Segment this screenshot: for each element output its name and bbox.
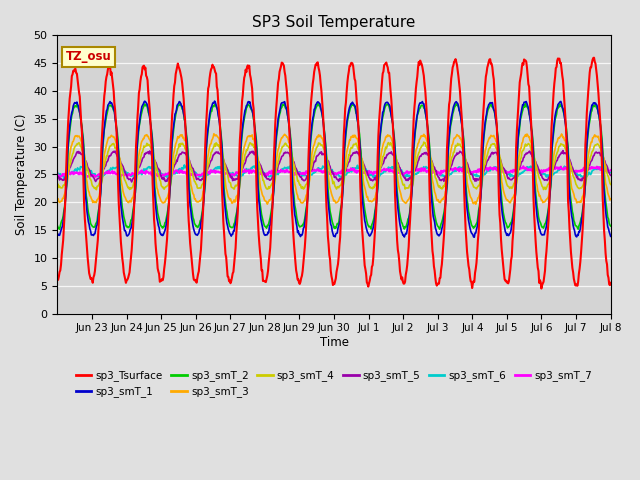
sp3_smT_4 [607,181,614,187]
sp3_smT_1 [269,195,277,201]
Line: sp3_smT_6: sp3_smT_6 [58,165,611,179]
sp3_smT_2 [56,227,63,232]
sp3_smT_4 [119,170,127,176]
sp3_Tsurface [220,229,228,235]
sp3_smT_6 [607,169,614,175]
sp3_smT_7 [423,169,431,175]
sp3_smT_1 [54,233,61,239]
sp3_smT_3 [269,189,277,195]
sp3_smT_3 [423,137,431,143]
sp3_smT_5 [423,150,431,156]
Line: sp3_smT_4: sp3_smT_4 [58,142,611,190]
sp3_smT_6 [60,176,68,181]
sp3_smT_7 [54,175,62,181]
sp3_smT_4 [424,146,431,152]
sp3_smT_7 [119,172,127,178]
sp3_smT_7 [54,171,61,177]
sp3_smT_6 [221,167,229,172]
Line: sp3_smT_7: sp3_smT_7 [58,166,611,178]
Line: sp3_Tsurface: sp3_Tsurface [58,58,611,288]
sp3_Tsurface [269,205,276,211]
sp3_smT_6 [270,173,278,179]
sp3_smT_6 [249,164,257,169]
sp3_Tsurface [248,80,255,86]
sp3_smT_3 [248,132,256,138]
sp3_smT_2 [423,117,431,123]
sp3_smT_1 [221,202,228,207]
sp3_smT_1 [211,98,218,104]
sp3_Tsurface [391,190,399,195]
Line: sp3_smT_3: sp3_smT_3 [58,134,611,204]
sp3_smT_5 [221,161,228,167]
sp3_smT_6 [424,165,431,170]
sp3_smT_4 [54,181,61,187]
sp3_Tsurface [54,276,61,282]
sp3_smT_7 [392,169,399,175]
sp3_smT_2 [248,108,256,114]
sp3_smT_2 [392,154,399,160]
Y-axis label: Soil Temperature (C): Soil Temperature (C) [15,114,28,235]
sp3_smT_1 [248,108,256,113]
sp3_Tsurface [422,98,430,104]
sp3_Tsurface [607,280,614,286]
sp3_smT_3 [607,196,614,202]
sp3_smT_1 [423,118,431,123]
sp3_smT_3 [472,202,479,207]
Line: sp3_smT_1: sp3_smT_1 [58,101,611,237]
Title: SP3 Soil Temperature: SP3 Soil Temperature [252,15,416,30]
sp3_smT_2 [487,101,495,107]
sp3_smT_7 [269,169,277,175]
sp3_smT_4 [93,187,100,192]
sp3_smT_1 [607,233,614,239]
sp3_smT_7 [520,163,527,169]
sp3_smT_7 [248,169,256,175]
sp3_smT_4 [221,161,228,167]
Line: sp3_smT_5: sp3_smT_5 [58,151,611,182]
Text: TZ_osu: TZ_osu [66,50,111,63]
sp3_smT_4 [420,139,428,145]
sp3_smT_3 [118,184,126,190]
sp3_smT_4 [269,179,277,184]
sp3_smT_3 [54,196,61,202]
sp3_smT_5 [54,173,61,179]
sp3_smT_5 [269,174,277,180]
sp3_smT_2 [607,223,614,229]
sp3_smT_6 [180,162,188,168]
sp3_smT_6 [119,168,127,174]
sp3_smT_1 [392,173,399,179]
sp3_Tsurface [118,256,126,262]
sp3_smT_7 [221,170,228,176]
sp3_smT_3 [392,154,399,159]
sp3_smT_7 [607,168,614,173]
sp3_smT_4 [392,153,399,159]
sp3_smT_5 [559,148,567,154]
sp3_smT_5 [118,162,126,168]
Legend: sp3_Tsurface, sp3_smT_1, sp3_smT_2, sp3_smT_3, sp3_smT_4, sp3_smT_5, sp3_smT_6, : sp3_Tsurface, sp3_smT_1, sp3_smT_2, sp3_… [72,366,596,401]
sp3_smT_5 [128,179,136,185]
sp3_smT_1 [470,234,478,240]
sp3_smT_6 [54,169,61,175]
X-axis label: Time: Time [319,336,349,349]
sp3_smT_5 [248,148,256,154]
sp3_smT_3 [210,131,218,137]
sp3_Tsurface [538,286,545,291]
sp3_smT_2 [119,208,127,214]
Line: sp3_smT_2: sp3_smT_2 [58,104,611,229]
sp3_smT_5 [607,172,614,178]
sp3_smT_6 [392,165,400,171]
sp3_smT_1 [118,215,126,220]
sp3_smT_4 [248,142,256,148]
sp3_smT_5 [392,156,399,161]
sp3_smT_2 [269,194,277,200]
sp3_Tsurface [590,55,598,60]
sp3_smT_2 [221,193,228,199]
sp3_smT_2 [54,223,61,228]
sp3_smT_3 [221,175,228,180]
